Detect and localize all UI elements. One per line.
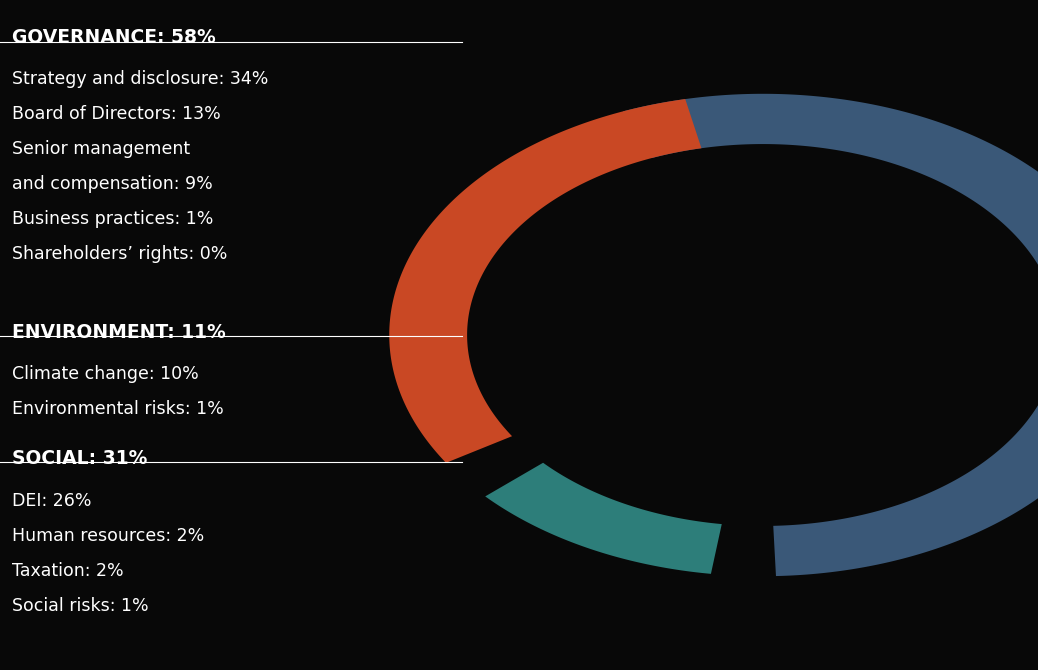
Text: Strategy and disclosure: 34%: Strategy and disclosure: 34%: [12, 70, 269, 88]
Text: GOVERNANCE: 58%: GOVERNANCE: 58%: [12, 28, 216, 47]
Polygon shape: [485, 463, 721, 574]
Text: ENVIRONMENT: 11%: ENVIRONMENT: 11%: [12, 323, 226, 342]
Polygon shape: [389, 99, 702, 463]
Text: Social risks: 1%: Social risks: 1%: [12, 597, 149, 615]
Text: and compensation: 9%: and compensation: 9%: [12, 175, 213, 193]
Text: Climate change: 10%: Climate change: 10%: [12, 365, 199, 383]
Text: Taxation: 2%: Taxation: 2%: [12, 562, 125, 580]
Polygon shape: [623, 94, 1038, 576]
Text: Business practices: 1%: Business practices: 1%: [12, 210, 214, 228]
Text: Senior management: Senior management: [12, 140, 191, 158]
Text: Board of Directors: 13%: Board of Directors: 13%: [12, 105, 221, 123]
Text: Shareholders’ rights: 0%: Shareholders’ rights: 0%: [12, 245, 227, 263]
Text: Human resources: 2%: Human resources: 2%: [12, 527, 204, 545]
Text: Environmental risks: 1%: Environmental risks: 1%: [12, 400, 224, 418]
Text: SOCIAL: 31%: SOCIAL: 31%: [12, 449, 147, 468]
Text: DEI: 26%: DEI: 26%: [12, 492, 92, 511]
